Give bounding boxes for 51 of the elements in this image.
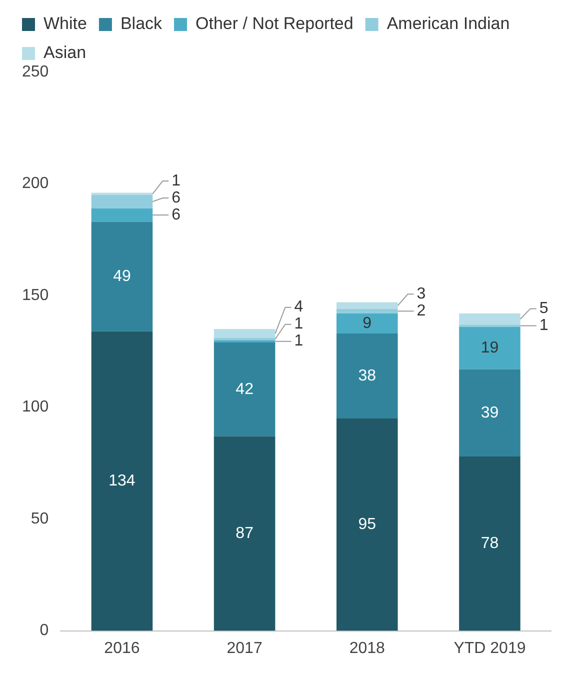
bar [459, 313, 520, 325]
data-label: 95 [358, 516, 376, 534]
data-label: 1 [172, 172, 181, 190]
bar [336, 302, 398, 309]
y-tick-label: 50 [30, 510, 49, 528]
data-label: 134 [108, 472, 136, 490]
data-label: 38 [358, 367, 376, 384]
bar [214, 342, 276, 436]
data-label: 2 [416, 302, 426, 320]
data-label: 1 [294, 332, 304, 350]
bar [91, 222, 153, 332]
x-tick-label: 2016 [104, 640, 140, 657]
bar [336, 313, 398, 334]
bar [214, 329, 276, 338]
data-label: 6 [172, 206, 181, 224]
data-label: 87 [236, 524, 254, 542]
data-label: 78 [480, 535, 499, 552]
legend-label: Black [120, 14, 163, 34]
legend-label: American Indian [386, 14, 510, 34]
x-tick-label: YTD 2019 [454, 640, 526, 657]
x-tick-label: 2017 [226, 640, 262, 657]
bar [459, 326, 520, 370]
x-tick-label: 2018 [349, 640, 386, 657]
data-label: 5 [539, 300, 548, 318]
y-tick-label: 100 [22, 398, 49, 416]
bar [91, 331, 153, 631]
legend-label: Other / Not Reported [196, 14, 354, 34]
bar [91, 194, 153, 208]
bar [91, 208, 153, 222]
bar [336, 308, 398, 314]
bar [459, 456, 520, 631]
y-tick-label: 250 [22, 63, 49, 80]
data-label: 49 [113, 268, 131, 285]
data-label: 42 [236, 380, 254, 398]
bar [336, 418, 398, 631]
y-tick-label: 0 [40, 622, 49, 640]
data-label: 9 [362, 314, 372, 332]
legend-label: Asian [44, 43, 86, 62]
bar [336, 334, 398, 418]
data-label: 1 [539, 317, 548, 334]
bar [459, 369, 520, 456]
y-tick-label: 150 [22, 286, 49, 304]
data-label: 6 [172, 189, 181, 206]
data-label: 4 [294, 298, 304, 316]
y-tick-label: 200 [22, 175, 49, 192]
data-label: 1 [294, 316, 304, 333]
data-label: 3 [416, 286, 426, 303]
data-label: 19 [480, 339, 499, 356]
data-label: 39 [480, 404, 499, 422]
legend-label: White [44, 14, 87, 34]
bar [214, 436, 276, 631]
